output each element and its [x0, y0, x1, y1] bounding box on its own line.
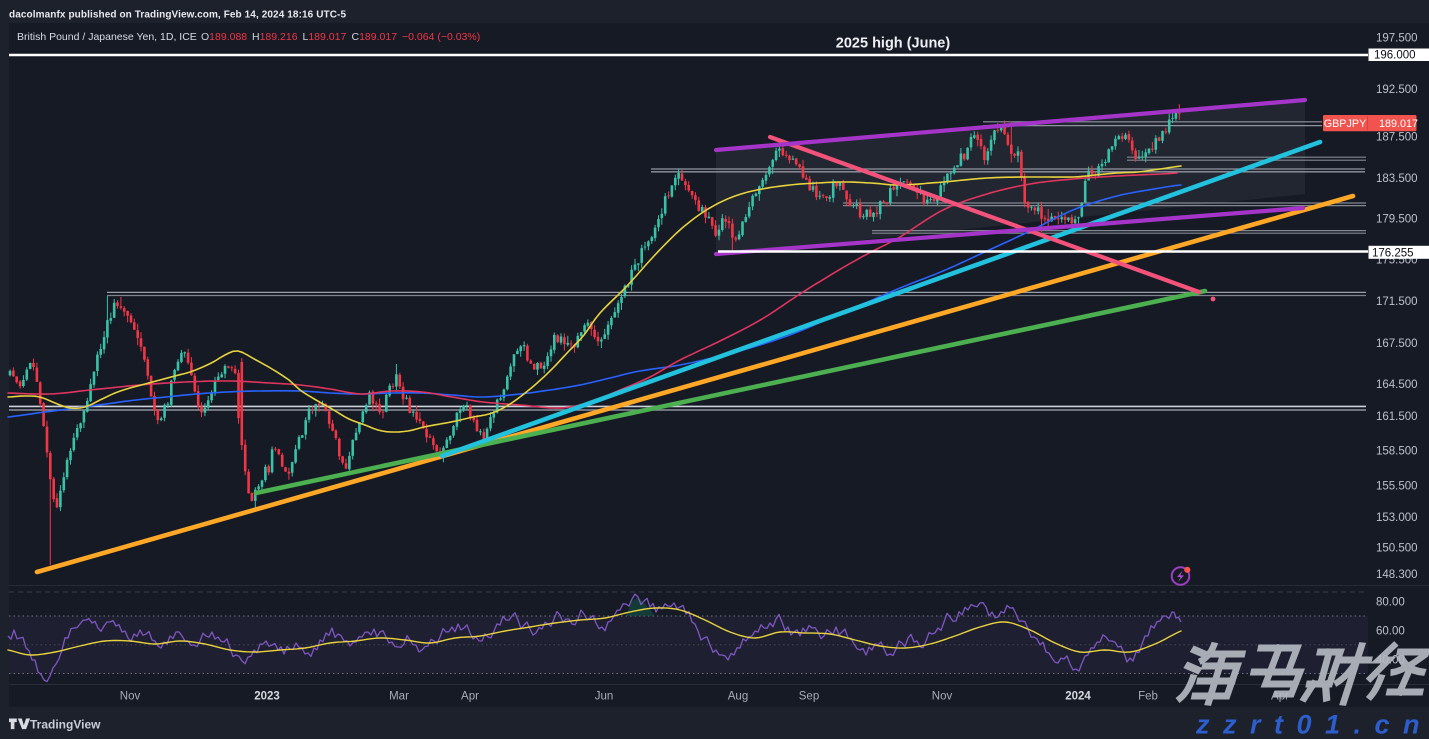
svg-text:148.300: 148.300 [1376, 569, 1418, 581]
svg-text:183.500: 183.500 [1376, 173, 1418, 185]
svg-text:189.017: 189.017 [1379, 118, 1418, 130]
svg-text:164.500: 164.500 [1376, 379, 1418, 391]
svg-text:179.500: 179.500 [1376, 214, 1418, 226]
svg-text:2023: 2023 [254, 691, 280, 703]
svg-text:C189.017: C189.017 [352, 31, 398, 43]
svg-text:Nov: Nov [120, 691, 141, 703]
svg-text:196.000: 196.000 [1374, 50, 1416, 62]
svg-text:60.00: 60.00 [1376, 626, 1405, 638]
svg-text:TradingView: TradingView [30, 718, 101, 732]
svg-text:Nov: Nov [932, 691, 953, 703]
svg-text:197.500: 197.500 [1376, 33, 1418, 45]
svg-text:155.500: 155.500 [1376, 481, 1418, 493]
svg-text:158.500: 158.500 [1376, 446, 1418, 458]
svg-text:192.500: 192.500 [1376, 84, 1418, 96]
svg-text:Mar: Mar [389, 691, 409, 703]
svg-text:2025 high (June): 2025 high (June) [836, 36, 951, 52]
svg-text:171.500: 171.500 [1376, 296, 1418, 308]
svg-text:dacolmanfx published on Tradin: dacolmanfx published on TradingView.com,… [9, 10, 346, 21]
svg-text:150.500: 150.500 [1376, 543, 1418, 555]
svg-text:H189.216: H189.216 [252, 31, 298, 43]
svg-text:161.500: 161.500 [1376, 411, 1418, 423]
svg-text:British Pound / Japanese Yen,: British Pound / Japanese Yen, 1D, ICE [17, 31, 197, 43]
svg-text:Apr: Apr [461, 691, 479, 703]
svg-text:2024: 2024 [1065, 691, 1091, 703]
svg-text:167.500: 167.500 [1376, 338, 1418, 350]
svg-text:153.000: 153.000 [1376, 512, 1418, 524]
svg-text:L189.017: L189.017 [303, 31, 347, 43]
svg-text:O189.088: O189.088 [201, 31, 247, 43]
svg-text:Sep: Sep [799, 691, 819, 703]
svg-text:Jun: Jun [595, 691, 614, 703]
svg-text:80.00: 80.00 [1376, 597, 1405, 609]
svg-text:Aug: Aug [728, 691, 748, 703]
svg-text:Feb: Feb [1138, 691, 1158, 703]
svg-text:187.500: 187.500 [1376, 132, 1418, 144]
svg-text:176.255: 176.255 [1372, 247, 1414, 259]
svg-text:−0.064 (−0.03%): −0.064 (−0.03%) [402, 31, 480, 43]
svg-text:GBPJPY: GBPJPY [1324, 118, 1367, 130]
svg-text:zzrt01.cn: zzrt01.cn [1195, 710, 1429, 739]
